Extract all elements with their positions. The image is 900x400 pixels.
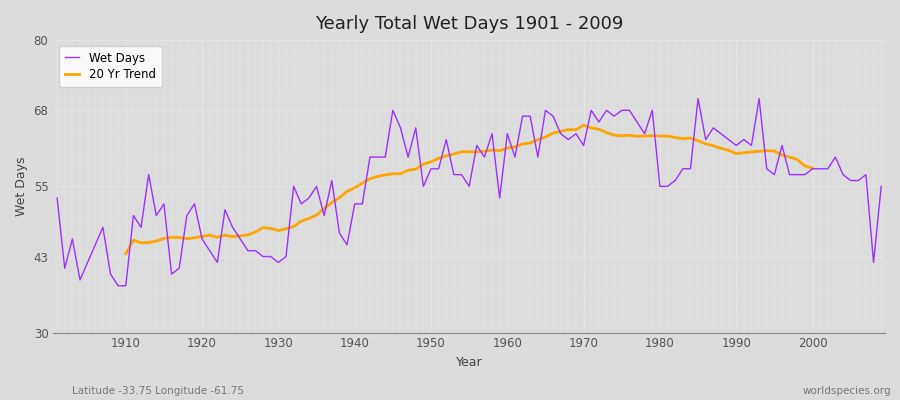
- 20 Yr Trend: [708, 143, 719, 148]
- Wet Days: [693, 96, 704, 101]
- Wet Days: [876, 184, 886, 189]
- 20 Yr Trend: [204, 233, 215, 238]
- Wet Days: [112, 283, 123, 288]
- 20 Yr Trend: [121, 251, 131, 256]
- 20 Yr Trend: [799, 164, 810, 168]
- Wet Days: [51, 196, 62, 200]
- Legend: Wet Days, 20 Yr Trend: Wet Days, 20 Yr Trend: [59, 46, 162, 87]
- Y-axis label: Wet Days: Wet Days: [15, 156, 28, 216]
- Wet Days: [601, 108, 612, 113]
- 20 Yr Trend: [807, 166, 818, 171]
- X-axis label: Year: Year: [455, 356, 482, 369]
- Wet Days: [509, 155, 520, 160]
- Line: 20 Yr Trend: 20 Yr Trend: [126, 125, 813, 254]
- Title: Yearly Total Wet Days 1901 - 2009: Yearly Total Wet Days 1901 - 2009: [315, 15, 624, 33]
- Wet Days: [288, 184, 299, 189]
- Text: worldspecies.org: worldspecies.org: [803, 386, 891, 396]
- Text: Latitude -33.75 Longitude -61.75: Latitude -33.75 Longitude -61.75: [72, 386, 244, 396]
- 20 Yr Trend: [281, 226, 292, 231]
- 20 Yr Trend: [296, 219, 307, 224]
- Line: Wet Days: Wet Days: [57, 99, 881, 286]
- 20 Yr Trend: [792, 157, 803, 162]
- Wet Days: [121, 283, 131, 288]
- 20 Yr Trend: [578, 123, 589, 128]
- Wet Days: [502, 131, 513, 136]
- Wet Days: [334, 231, 345, 236]
